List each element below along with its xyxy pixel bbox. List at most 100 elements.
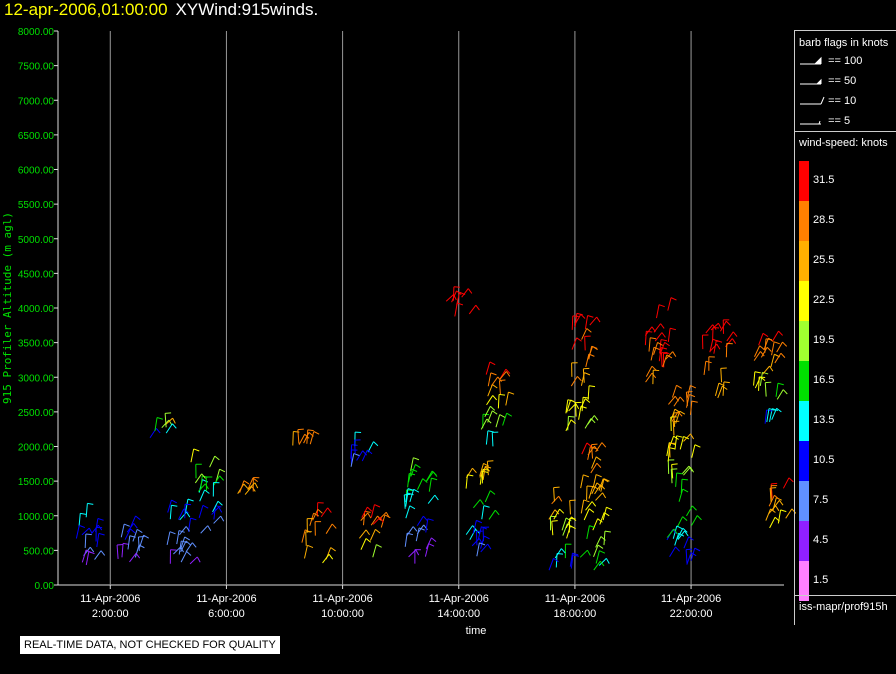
wind-barb (775, 383, 779, 397)
wind-barb-flag (586, 328, 592, 333)
wind-barb (674, 532, 680, 546)
wind-barb (665, 351, 674, 360)
wind-barb-flag (690, 433, 695, 440)
wind-barb (568, 403, 577, 412)
wind-barb-flag (219, 475, 224, 481)
wind-barb-flag (313, 512, 320, 517)
wind-barb (717, 385, 723, 399)
wind-barb (480, 543, 489, 553)
wind-barb (581, 442, 588, 455)
wind-barb (782, 477, 790, 489)
wind-barb (179, 526, 187, 536)
wind-barb (176, 530, 180, 545)
wind-barb (565, 399, 569, 414)
wind-barb-flag (411, 468, 418, 472)
wind-barb (656, 304, 660, 319)
wind-barb (590, 462, 598, 474)
wind-barb (585, 353, 590, 368)
wind-barb-flag (133, 523, 138, 529)
wind-barb-flag (79, 524, 86, 529)
wind-barb (591, 456, 597, 469)
wind-barb-flag (491, 410, 498, 415)
wind-barb-flag (367, 449, 373, 455)
wind-barb-flag (577, 376, 582, 382)
y-tick-label: 7000.00 (18, 96, 55, 107)
wind-barb-flag (716, 343, 721, 350)
wind-barb-flag (85, 533, 92, 536)
x-tick-label-time: 22:00:00 (670, 608, 713, 620)
wind-barb-flag (676, 525, 683, 530)
wind-barb-flag (494, 509, 500, 516)
wind-barb-flag (669, 447, 676, 450)
wind-barb-flag (788, 477, 794, 483)
y-tick-label: 500.00 (23, 546, 54, 557)
wind-barb (198, 505, 204, 519)
wind-barb (666, 442, 670, 457)
wind-barb (480, 418, 488, 430)
wind-barb (354, 440, 356, 455)
wind-barb-flag (595, 474, 602, 478)
wind-barb (671, 385, 677, 398)
speed-swatch-label: 25.5 (813, 254, 835, 266)
wind-barb (505, 392, 509, 406)
wind-barb-flag (676, 384, 682, 389)
wind-barb (574, 313, 582, 325)
wind-barb (710, 322, 719, 331)
wind-barb (479, 463, 484, 477)
wind-barb-flag (492, 384, 498, 389)
wind-barb (367, 441, 374, 453)
wind-barb (247, 477, 254, 490)
wind-barb (408, 469, 413, 483)
wind-barb-flag (313, 431, 320, 435)
wind-barb-flag (431, 477, 438, 481)
wind-barb (75, 525, 80, 539)
wind-barb (406, 526, 414, 536)
speed-swatch (799, 441, 809, 481)
wind-barb-flag (586, 442, 592, 448)
wind-barb-flag (572, 552, 579, 556)
wind-barb (679, 436, 684, 450)
wind-barb (686, 505, 693, 517)
wind-barb-flag (602, 492, 607, 499)
wind-barb-flag (143, 534, 149, 539)
wind-barb-flag (384, 514, 391, 519)
wind-barb (124, 528, 131, 540)
legend-divider (795, 131, 896, 132)
wind-barb (566, 525, 571, 539)
wind-barb-flag (760, 376, 766, 382)
wind-barb-flag (725, 320, 731, 326)
wind-barb (427, 494, 436, 504)
wind-barb-flag (588, 385, 596, 388)
wind-barb-flag (584, 398, 591, 403)
y-tick-label: 1000.00 (18, 512, 55, 523)
wind-barb (451, 290, 457, 303)
x-tick-label-date: 11-Apr-2006 (545, 593, 605, 605)
wind-barb-flag (165, 412, 172, 414)
wind-barb-flag (181, 540, 188, 544)
wind-barb (683, 466, 691, 476)
wind-barb (481, 469, 484, 484)
wind-barb-flag (682, 516, 688, 521)
wind-barb-flag (476, 519, 483, 524)
wind-barb (169, 505, 172, 520)
wind-barb-flag (596, 316, 601, 323)
source-label: iss-mapr/prof915h (799, 601, 888, 613)
wind-barb-flag (331, 523, 337, 529)
wind-barb-flag (570, 399, 577, 404)
wind-barb-flag (478, 538, 483, 544)
wind-barb-flag (85, 549, 92, 554)
wind-barb (666, 528, 675, 538)
wind-barb (472, 520, 477, 534)
wind-barb (244, 486, 253, 495)
wind-barb-flag (754, 371, 761, 374)
wind-barb-flag (427, 518, 434, 521)
wind-barb (598, 478, 604, 491)
wind-barb-flag (171, 504, 178, 507)
wind-barb (481, 505, 485, 520)
wind-barb-flag (431, 537, 437, 543)
x-tick-label-time: 10:00:00 (321, 608, 364, 620)
wind-barb (569, 553, 573, 567)
wind-barb (673, 412, 676, 427)
speed-swatch (799, 521, 809, 561)
wind-barb (85, 551, 90, 566)
